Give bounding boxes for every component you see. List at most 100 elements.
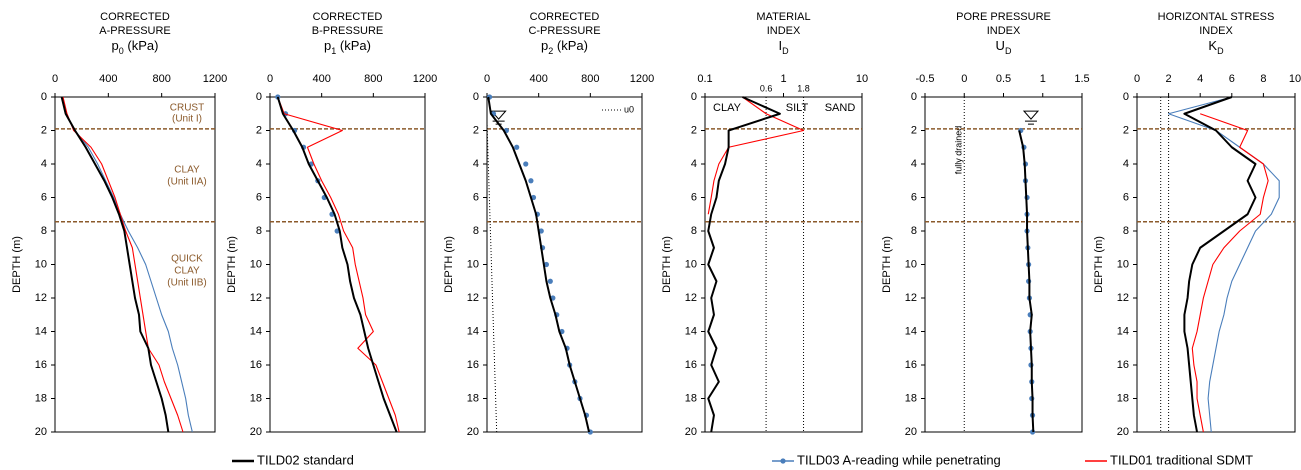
y-tick-label: 8 — [691, 225, 697, 237]
y-tick-label: 14 — [35, 325, 47, 337]
x-tick-label: 8 — [1260, 73, 1266, 85]
data-point — [528, 178, 534, 184]
y-tick-label: 4 — [1123, 158, 1129, 170]
legend-label: TILD03 A-reading while penetrating — [797, 452, 1001, 467]
x-axis-label-part: I — [778, 38, 782, 53]
panel-title: HORIZONTAL STRESS — [1158, 11, 1275, 23]
y-tick-label: 12 — [467, 292, 479, 304]
unit-label: (Unit IIB) — [167, 278, 206, 289]
y-tick-label: 16 — [1117, 359, 1129, 371]
y-axis-label: DEPTH (m) — [661, 236, 673, 293]
series-line — [707, 96, 781, 433]
x-tick-label: 10 — [856, 73, 868, 85]
y-tick-label: 20 — [685, 426, 697, 438]
y-axis-label: DEPTH (m) — [11, 236, 23, 293]
panel-title: CORRECTED — [100, 11, 170, 23]
series-line — [61, 96, 193, 433]
x-axis-label: ID — [778, 38, 789, 56]
data-point — [543, 261, 550, 268]
series-line — [1183, 96, 1257, 433]
y-tick-label: 12 — [250, 292, 262, 304]
y-tick-label: 10 — [905, 258, 917, 270]
series-line — [277, 96, 400, 433]
y-tick-label: 6 — [691, 191, 697, 203]
y-tick-label: 0 — [911, 91, 917, 103]
series-line — [1191, 113, 1269, 433]
series-line — [1018, 130, 1035, 433]
data-point — [523, 161, 529, 167]
x-tick-label: 0 — [961, 73, 967, 85]
unit-label: QUICK — [171, 254, 203, 265]
y-tick-label: 20 — [250, 426, 262, 438]
series-line — [707, 96, 805, 215]
y-axis-label: DEPTH (m) — [1093, 236, 1105, 293]
y-tick-label: 8 — [1123, 225, 1129, 237]
x-axis-label-part: 1 — [331, 46, 336, 56]
y-tick-label: 12 — [1117, 292, 1129, 304]
y-tick-label: 20 — [905, 426, 917, 438]
y-tick-label: 6 — [911, 191, 917, 203]
y-tick-label: 18 — [250, 392, 262, 404]
x-axis-label-part: (kPa) — [124, 38, 159, 53]
x-axis-label-part: 0 — [119, 46, 124, 56]
y-tick-label: 6 — [256, 191, 262, 203]
data-point — [547, 278, 553, 284]
y-tick-label: 10 — [250, 258, 262, 270]
panel-title: CORRECTED — [313, 11, 383, 23]
y-tick-label: 16 — [250, 359, 262, 371]
y-tick-label: 8 — [473, 225, 479, 237]
y-tick-label: 16 — [685, 359, 697, 371]
x-tick-label: 1200 — [203, 73, 227, 85]
water-table — [1022, 110, 1040, 125]
x-tick-label: 0 — [484, 73, 490, 85]
y-tick-label: 0 — [256, 91, 262, 103]
series-line — [1168, 96, 1280, 433]
x-tick-label: 0.1 — [697, 73, 712, 85]
zone-label: SILT — [786, 102, 809, 114]
panel-title: INDEX — [1199, 25, 1233, 37]
x-axis-label-part: U — [996, 38, 1005, 53]
y-tick-label: 2 — [256, 124, 262, 136]
y-tick-label: 2 — [911, 124, 917, 136]
x-tick-label: 0 — [52, 73, 58, 85]
panel-title: B-PRESSURE — [312, 25, 384, 37]
unit-label: CRUST — [170, 103, 204, 114]
y-tick-label: 2 — [691, 124, 697, 136]
x-tick-label: 1200 — [413, 73, 437, 85]
x-axis-label-part: p — [324, 38, 331, 53]
y-tick-label: 0 — [41, 91, 47, 103]
y-tick-label: 10 — [467, 258, 479, 270]
x-axis-label-part: D — [1005, 46, 1012, 56]
zone-label: CLAY — [713, 102, 742, 114]
panel-title: INDEX — [767, 25, 801, 37]
y-tick-label: 2 — [1123, 124, 1129, 136]
y-tick-label: 8 — [41, 225, 47, 237]
unit-label: CLAY — [174, 165, 200, 176]
plot-frame — [1136, 96, 1296, 433]
x-axis-label: p2 (kPa) — [541, 38, 588, 56]
y-tick-label: 18 — [35, 392, 47, 404]
x-axis-label-part: D — [782, 46, 789, 56]
data-point — [538, 228, 544, 234]
y-tick-label: 8 — [911, 225, 917, 237]
y-tick-label: 4 — [691, 158, 697, 170]
x-tick-label: 1.5 — [1074, 73, 1089, 85]
x-tick-label: 400 — [312, 73, 330, 85]
x-tick-label: 1200 — [630, 73, 654, 85]
y-tick-label: 10 — [685, 258, 697, 270]
x-axis-label-part: (kPa) — [553, 38, 588, 53]
x-axis-label-part: p — [112, 38, 119, 53]
panel-title: A-PRESSURE — [99, 25, 171, 37]
y-tick-label: 12 — [685, 292, 697, 304]
y-tick-label: 14 — [467, 325, 479, 337]
plot-frame — [486, 96, 643, 433]
legend-label: TILD02 standard — [257, 452, 354, 467]
series-line — [487, 96, 591, 433]
panel-title: C-PRESSURE — [528, 25, 600, 37]
y-tick-label: 8 — [256, 225, 262, 237]
y-tick-label: 14 — [250, 325, 262, 337]
y-tick-label: 20 — [35, 426, 47, 438]
y-tick-label: 16 — [467, 359, 479, 371]
y-tick-label: 12 — [905, 292, 917, 304]
